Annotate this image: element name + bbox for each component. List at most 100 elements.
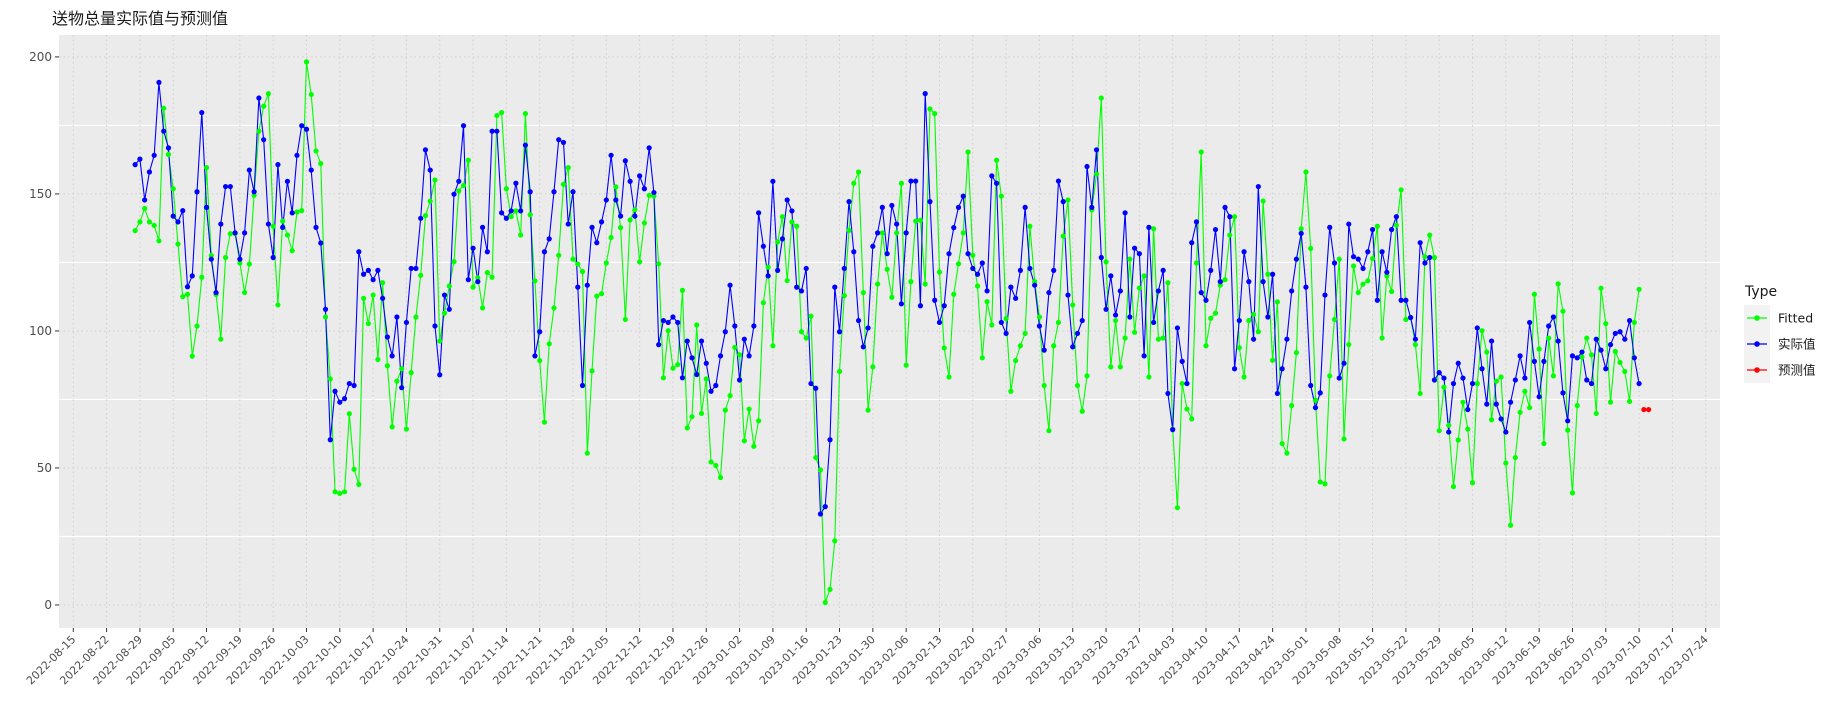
point-fitted — [1112, 317, 1119, 324]
point-fitted — [156, 238, 162, 244]
point-fitted — [984, 299, 990, 305]
point-fitted — [1255, 329, 1261, 335]
point-fitted — [1303, 169, 1309, 175]
point-fitted — [275, 302, 281, 308]
point-actual — [1208, 267, 1214, 273]
point-actual — [1541, 358, 1547, 364]
point-actual — [289, 210, 295, 216]
point-actual — [817, 511, 824, 517]
point-actual — [660, 317, 667, 324]
point-fitted — [617, 225, 624, 231]
point-actual — [313, 224, 319, 230]
point-fitted — [541, 419, 548, 425]
point-actual — [422, 147, 429, 153]
point-fitted — [1179, 380, 1185, 387]
point-fitted — [318, 160, 324, 167]
point-fitted — [137, 219, 143, 225]
point-fitted — [1298, 226, 1304, 232]
point-fitted — [765, 264, 771, 270]
point-actual — [1236, 317, 1242, 324]
point-fitted — [1027, 223, 1033, 229]
point-fitted — [165, 151, 172, 158]
point-actual — [889, 202, 895, 209]
point-actual — [475, 279, 481, 285]
point-fitted — [656, 261, 662, 267]
point-actual — [1184, 380, 1190, 387]
point-actual — [341, 396, 348, 402]
point-actual — [1074, 330, 1081, 337]
point-actual — [299, 123, 305, 129]
point-fitted — [1117, 364, 1123, 370]
point-actual — [1588, 380, 1595, 387]
point-actual — [760, 243, 766, 249]
point-fitted — [142, 205, 148, 212]
point-actual — [356, 249, 362, 255]
point-actual — [822, 504, 828, 510]
point-actual — [608, 152, 614, 158]
point-fitted — [475, 275, 481, 281]
point-fitted — [722, 407, 728, 413]
point-actual — [537, 329, 543, 335]
point-actual — [1041, 347, 1047, 353]
legend-key-point-forecast — [1754, 367, 1760, 373]
point-actual — [1179, 358, 1185, 364]
point-actual — [399, 385, 405, 391]
point-actual — [779, 236, 786, 242]
point-actual — [1412, 336, 1419, 342]
point-fitted — [1184, 406, 1190, 412]
point-actual — [456, 178, 462, 184]
point-actual — [1593, 336, 1599, 342]
point-fitted — [1512, 454, 1518, 461]
point-actual — [1503, 429, 1509, 435]
point-actual — [265, 221, 272, 227]
point-actual — [413, 265, 419, 272]
point-actual — [1422, 260, 1428, 266]
point-fitted — [437, 338, 443, 344]
point-actual — [1355, 256, 1361, 262]
point-actual — [1479, 366, 1485, 372]
legend-key-point-fitted — [1754, 315, 1760, 321]
point-fitted — [708, 459, 714, 465]
point-fitted — [579, 268, 586, 275]
point-fitted — [794, 223, 800, 229]
point-actual — [584, 282, 590, 288]
point-fitted — [1084, 373, 1090, 379]
point-fitted — [484, 269, 490, 276]
point-fitted — [1574, 402, 1580, 409]
point-actual — [1036, 323, 1043, 329]
point-fitted — [1236, 345, 1242, 351]
point-actual — [1341, 360, 1347, 366]
point-actual — [322, 306, 329, 312]
point-fitted — [1270, 357, 1276, 363]
point-actual — [432, 323, 438, 329]
point-actual — [841, 265, 847, 272]
point-fitted — [1013, 357, 1019, 364]
point-actual — [246, 167, 252, 173]
point-actual — [736, 377, 743, 383]
point-actual — [327, 437, 333, 443]
point-fitted — [1036, 314, 1043, 320]
point-actual — [851, 249, 857, 255]
point-fitted — [1212, 310, 1219, 316]
point-fitted — [760, 300, 766, 306]
point-actual — [232, 230, 238, 236]
point-actual — [1336, 375, 1342, 381]
point-fitted — [1060, 233, 1066, 239]
point-fitted — [1203, 343, 1209, 349]
point-fitted — [1379, 335, 1385, 341]
point-fitted — [798, 329, 805, 335]
point-actual — [884, 251, 890, 257]
point-fitted — [1327, 373, 1333, 379]
point-fitted — [955, 261, 962, 267]
point-actual — [965, 251, 971, 257]
point-actual — [637, 173, 643, 179]
point-fitted — [822, 599, 828, 606]
point-fitted — [1231, 214, 1238, 220]
point-actual — [1346, 221, 1352, 227]
point-actual — [1051, 267, 1057, 273]
point-fitted — [732, 344, 738, 350]
point-actual — [794, 284, 800, 290]
point-fitted — [1541, 440, 1547, 447]
point-fitted — [917, 217, 924, 223]
